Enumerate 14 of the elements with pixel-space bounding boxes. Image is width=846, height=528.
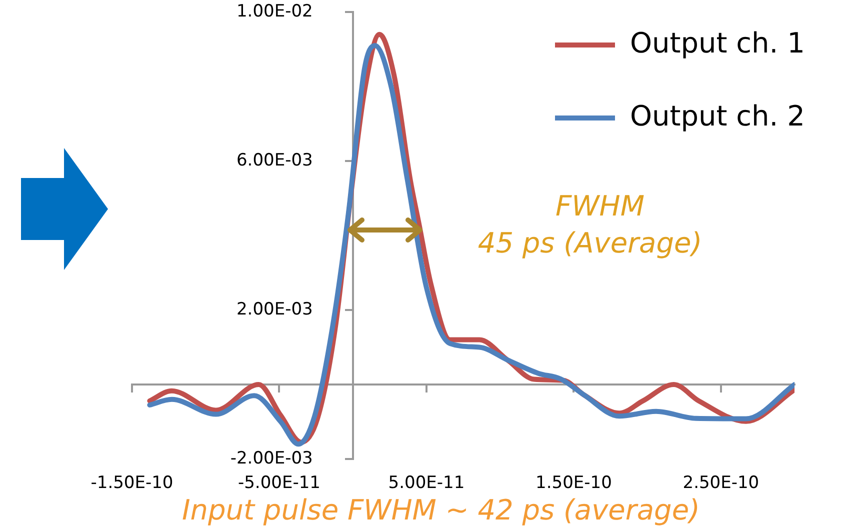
x-tick-label: -1.50E-10	[90, 473, 174, 494]
x-tick-label: 5.00E-11	[388, 473, 465, 494]
x-tick-label: 1.50E-10	[536, 473, 612, 494]
x-tick-label: 2.50E-10	[682, 473, 760, 494]
text: Input pulse FWHM ~ 42 ps (average)	[182, 493, 700, 526]
y-tick-label: 1.00E-02	[236, 1, 313, 22]
legend-label: Output ch. 2	[630, 99, 805, 132]
y-tick-label: 2.00E-03	[236, 299, 313, 320]
y-tick-label: 6.00E-03	[236, 150, 313, 170]
y-tick-label: -2.00E-03	[230, 448, 313, 468]
legend-label: Output ch. 1	[630, 26, 805, 60]
annotation: FWHM	[555, 189, 645, 222]
annotation: 45 ps (Average)	[478, 226, 702, 260]
x-tick-label: -5.00E-11	[238, 473, 320, 494]
